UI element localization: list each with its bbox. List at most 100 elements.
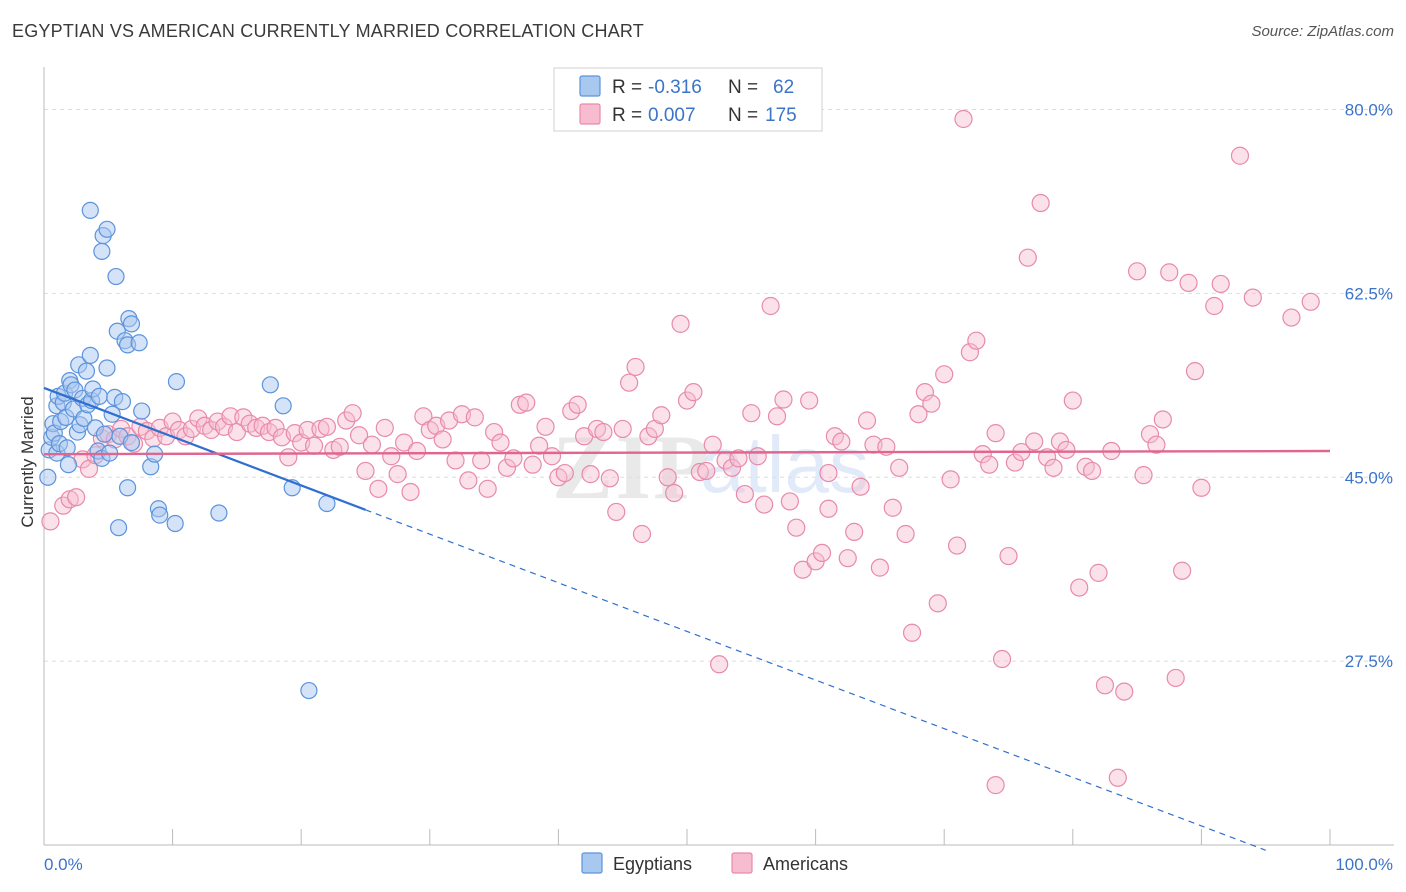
americans-point-152 (1025, 432, 1044, 451)
americans-point-22 (189, 409, 208, 428)
legend-n-label-1: N = (728, 77, 758, 98)
y-tick-labels: 27.5% 45.0% 62.5% 80.0% (1345, 101, 1393, 672)
y-tick-label-0: 27.5% (1345, 652, 1393, 671)
americans-point-77 (542, 447, 562, 466)
americans-point-103 (710, 655, 729, 674)
legend-swatch-egyptians (579, 75, 601, 97)
americans-point-54 (394, 433, 414, 452)
americans-point-122 (832, 432, 851, 451)
egyptians-point-44 (81, 201, 99, 219)
americans-point-67 (478, 479, 497, 498)
bottom-legend-swatch-egyptians (581, 852, 603, 874)
americans-point-181 (1282, 308, 1301, 327)
americans-point-138 (935, 365, 954, 384)
legend-n-value-1: 62 (773, 77, 794, 98)
egyptians-point-65 (300, 681, 318, 700)
americans-point-76 (536, 417, 555, 436)
americans-point-149 (1005, 453, 1025, 472)
americans-point-101 (697, 461, 716, 481)
americans-point-66 (472, 451, 491, 470)
egyptians-point-26 (81, 346, 99, 364)
americans-point-81 (568, 395, 587, 414)
americans-point-56 (407, 441, 427, 461)
americans-point-94 (652, 406, 671, 425)
americans-point-146 (986, 424, 1005, 443)
americans-point-116 (793, 560, 812, 579)
americans-point-64 (459, 471, 478, 490)
americans-point-85 (594, 422, 613, 442)
trend-lines (43, 386, 1331, 851)
americans-point-88 (613, 419, 632, 439)
americans-point-108 (742, 404, 761, 423)
americans-point-83 (581, 465, 600, 484)
americans-point-172 (1166, 668, 1185, 688)
americans-point-178 (1211, 274, 1230, 294)
americans-point-52 (382, 447, 401, 466)
americans-point-136 (922, 394, 941, 413)
americans-point-97 (671, 314, 690, 333)
americans-point-107 (735, 484, 754, 504)
americans-point-110 (755, 495, 774, 514)
americans-point-148 (999, 546, 1018, 566)
americans-point-68 (485, 422, 504, 442)
americans-point-125 (851, 477, 870, 496)
americans-point-50 (369, 479, 388, 498)
americans-point-0 (41, 512, 60, 531)
y-tick-label-3: 80.0% (1345, 101, 1393, 120)
americans-point-158 (1063, 391, 1082, 410)
legend-swatch-americans (579, 103, 601, 125)
americans-point-27 (221, 407, 240, 426)
americans-point-170 (1153, 410, 1172, 429)
americans-point-166 (1127, 262, 1147, 281)
americans-point-96 (665, 483, 684, 503)
americans-point-145 (980, 455, 999, 474)
americans-point-131 (890, 458, 909, 477)
egyptians-point-53 (130, 334, 148, 352)
americans-point-120 (819, 499, 838, 518)
americans-point-3 (67, 488, 86, 507)
americans-point-130 (883, 498, 902, 517)
americans-point-154 (1037, 448, 1057, 467)
americans-point-39 (298, 420, 317, 440)
americans-point-73 (517, 393, 536, 412)
grid (44, 109, 1394, 662)
watermark-zip: ZIP (552, 416, 711, 518)
americans-point-117 (800, 391, 819, 410)
americans-point-176 (1192, 478, 1211, 497)
americans-point-157 (1057, 440, 1076, 460)
legend-r-label-1: R = (612, 77, 642, 98)
egyptians-point-63 (274, 397, 292, 415)
americans-point-105 (722, 458, 742, 477)
bottom-legend: Egyptians Americans (581, 852, 848, 874)
americans-point-100 (690, 462, 709, 482)
egyptians-point-52 (122, 315, 141, 333)
americans-point-167 (1134, 466, 1153, 485)
americans-point-109 (748, 447, 767, 466)
americans-point-36 (279, 448, 298, 467)
egyptians-point-58 (151, 506, 169, 524)
americans-point-69 (491, 433, 510, 452)
americans-point-79 (555, 463, 574, 483)
americans-point-137 (928, 594, 947, 613)
americans-point-168 (1140, 425, 1160, 444)
egyptians-point-31 (90, 387, 108, 405)
y-tick-label-1: 45.0% (1345, 468, 1393, 487)
americans-point-132 (896, 524, 915, 544)
egyptians-point-33 (95, 425, 114, 443)
americans-point-87 (607, 502, 626, 522)
americans-point-180 (1243, 288, 1262, 307)
americans-point-111 (761, 296, 780, 316)
americans-point-133 (902, 623, 922, 642)
americans-point-155 (1044, 458, 1063, 477)
americans-point-49 (362, 435, 382, 454)
bottom-legend-egyptians: Egyptians (613, 854, 692, 874)
egyptians-point-41 (118, 479, 137, 497)
americans-point-34 (266, 418, 285, 437)
americans-point-46 (343, 404, 362, 423)
egyptians-trend-line (43, 386, 366, 511)
egyptians-point-61 (210, 504, 228, 522)
americans-point-113 (774, 390, 793, 409)
egyptians-point-43 (109, 519, 128, 537)
bottom-legend-swatch-americans (731, 852, 753, 874)
americans-point-147 (992, 649, 1012, 669)
